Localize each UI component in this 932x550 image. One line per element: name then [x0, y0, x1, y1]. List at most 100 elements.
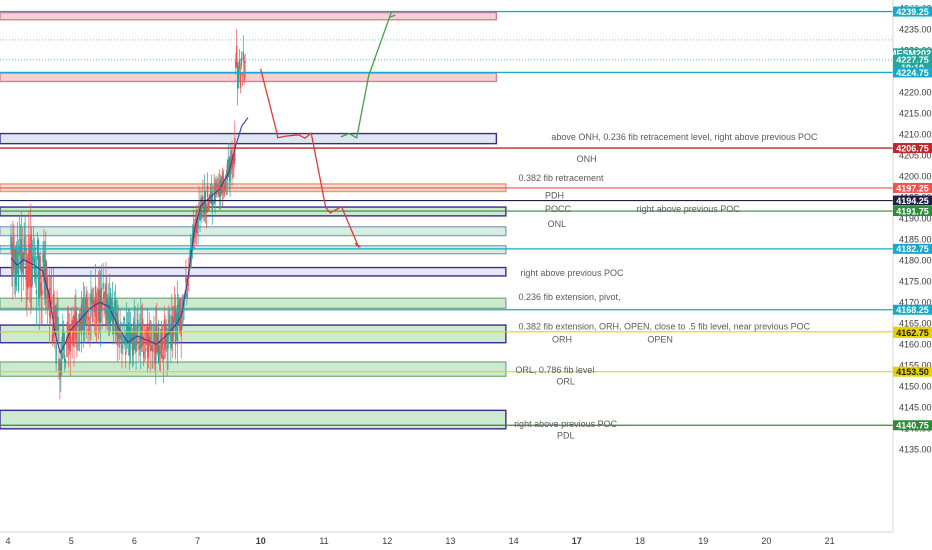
price-tag[interactable]	[893, 420, 932, 431]
candle-body	[59, 362, 61, 377]
candle-body	[67, 330, 70, 349]
candle-body	[188, 274, 190, 278]
candle-body	[176, 304, 179, 342]
candle-body	[62, 330, 64, 351]
candle-body	[172, 317, 175, 335]
price-tag[interactable]	[893, 182, 932, 193]
annotation-label: 0.236 fib extension, pivot,	[518, 292, 620, 302]
candle-body	[76, 318, 78, 344]
price-zone	[0, 132, 498, 145]
candle-body	[74, 310, 76, 326]
candle-body	[241, 73, 244, 76]
price-tag[interactable]	[893, 143, 932, 154]
candle-body	[72, 316, 74, 340]
candle-body	[191, 233, 194, 247]
candle-body	[152, 344, 154, 353]
candle-body	[20, 238, 23, 274]
x-tick-label: 11	[319, 536, 328, 546]
candle-body	[92, 301, 94, 323]
candle-body	[130, 332, 133, 341]
candle-body	[98, 291, 101, 322]
price-tag[interactable]	[893, 67, 932, 78]
candle-body	[36, 247, 39, 248]
levels	[0, 10, 893, 426]
candle-body	[10, 234, 12, 250]
annotation-label: right above previous POC	[637, 204, 741, 214]
price-tag[interactable]	[893, 54, 932, 65]
price-tag[interactable]	[893, 304, 932, 315]
candle-body	[86, 298, 88, 312]
candle-body	[106, 297, 108, 320]
price-tag[interactable]	[893, 327, 932, 338]
candle-body	[147, 327, 150, 358]
candle-body	[232, 156, 234, 165]
candle-body	[12, 242, 14, 270]
candle-body	[142, 351, 145, 357]
candle-body	[38, 275, 40, 298]
price-tag-label: 4182.75	[896, 244, 929, 254]
candle-body	[39, 256, 41, 279]
x-tick-label: 17	[572, 536, 582, 546]
y-tick-label: 4200.00	[899, 171, 932, 181]
x-tick-label: 20	[761, 536, 771, 546]
candle-body	[119, 333, 121, 339]
price-tag[interactable]	[893, 206, 932, 217]
candle-body	[156, 323, 158, 352]
candle-body	[240, 57, 243, 65]
candle-body	[212, 202, 214, 206]
candle-body	[93, 302, 96, 313]
candle-body	[157, 346, 159, 353]
price-tag-label: 4162.75	[896, 328, 929, 338]
candle-body	[173, 305, 176, 320]
candle-body	[210, 191, 213, 203]
candle-body	[77, 342, 79, 344]
candle-body	[222, 176, 225, 183]
moving-average	[10, 117, 249, 355]
candle-body	[138, 345, 140, 350]
candle-body	[78, 313, 81, 333]
annotation-label: right above previous POC	[514, 419, 618, 429]
candle-body	[13, 234, 15, 261]
price-tag[interactable]	[893, 243, 932, 254]
candle-body	[205, 207, 208, 213]
price-tag[interactable]	[893, 6, 932, 17]
price-tag[interactable]	[893, 366, 932, 377]
candle-body	[112, 308, 115, 334]
candle-body	[206, 185, 209, 197]
candle-body	[47, 293, 50, 308]
x-tick-label: 14	[509, 536, 519, 546]
candle-body	[167, 327, 169, 349]
candle-body	[66, 321, 69, 334]
candle-body	[227, 159, 229, 175]
candle-body	[144, 348, 147, 351]
candle-body	[207, 201, 210, 210]
candle-body	[174, 308, 177, 346]
candle-body	[49, 309, 52, 319]
price-zone	[0, 72, 498, 83]
candle-body	[22, 259, 24, 278]
candle-body	[64, 359, 67, 364]
candle-body	[34, 272, 37, 279]
price-tag-label: 4239.25	[896, 7, 929, 17]
candle-body	[78, 324, 80, 327]
y-tick-label: 4165.00	[899, 318, 932, 328]
candle-body	[37, 239, 39, 280]
annotation-label: ORL	[556, 377, 575, 387]
annotation-label: PDH	[545, 191, 564, 201]
price-tag[interactable]	[893, 195, 932, 206]
candle-body	[56, 316, 58, 321]
candle-body	[146, 326, 149, 353]
price-zone	[0, 297, 507, 309]
price-axis-panel[interactable]	[893, 0, 932, 550]
price-tag[interactable]	[893, 48, 932, 59]
candle-body	[194, 230, 197, 233]
y-tick-label: 4175.00	[899, 276, 932, 286]
time-axis-panel[interactable]	[0, 532, 893, 550]
candle-body	[30, 234, 32, 288]
y-tick-label: 4135.00	[899, 444, 932, 454]
candle-body	[186, 293, 188, 297]
candle-body	[95, 299, 98, 324]
candle-body	[90, 293, 92, 317]
candle-body	[109, 293, 112, 323]
